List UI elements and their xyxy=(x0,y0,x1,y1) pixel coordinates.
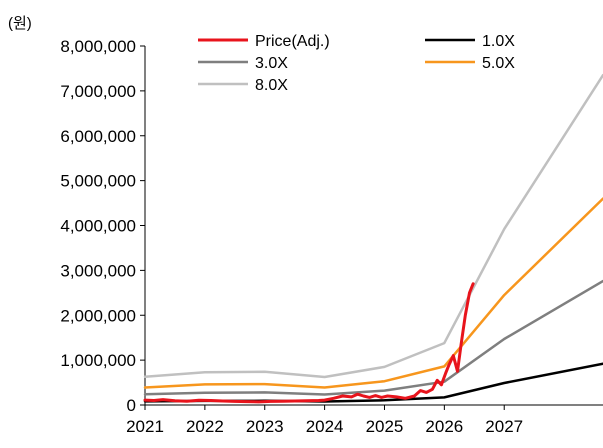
y-tick-label: 7,000,000 xyxy=(60,82,136,101)
y-tick-label: 2,000,000 xyxy=(60,306,136,325)
y-unit-label: (원) xyxy=(8,15,32,32)
x-tick-label: 2027 xyxy=(485,417,523,436)
x-tick-label: 2024 xyxy=(306,417,344,436)
legend-label: 1.0X xyxy=(482,33,515,50)
series-layer xyxy=(143,73,603,404)
series-line-price-adj xyxy=(143,282,475,404)
legend: Price(Adj.) 1.0X 3.0X 5.0X 8.0X xyxy=(198,33,515,94)
y-tick-label: 4,000,000 xyxy=(60,217,136,236)
y-tick-label: 5,000,000 xyxy=(60,172,136,191)
legend-label: 3.0X xyxy=(255,55,288,72)
series-line-8-0x xyxy=(143,73,603,379)
x-tick-label: 2023 xyxy=(246,417,284,436)
series-line-3-0x xyxy=(143,279,603,396)
series-line-5-0x xyxy=(143,197,603,389)
y-tick-label: 0 xyxy=(127,396,136,415)
legend-label: 5.0X xyxy=(482,55,515,72)
x-tick-label: 2022 xyxy=(186,417,224,436)
legend-label: 8.0X xyxy=(255,77,288,94)
y-tick-label: 6,000,000 xyxy=(60,127,136,146)
y-tick-label: 8,000,000 xyxy=(60,37,136,56)
x-tick-label: 2026 xyxy=(425,417,463,436)
x-tick-label: 2021 xyxy=(126,417,164,436)
axes: 0 1,000,000 2,000,000 3,000,000 4,000,000 5,0… xyxy=(60,37,603,436)
legend-label: Price(Adj.) xyxy=(255,33,330,50)
x-tick-label: 2025 xyxy=(366,417,404,436)
y-tick-label: 3,000,000 xyxy=(60,261,136,280)
y-tick-label: 1,000,000 xyxy=(60,351,136,370)
